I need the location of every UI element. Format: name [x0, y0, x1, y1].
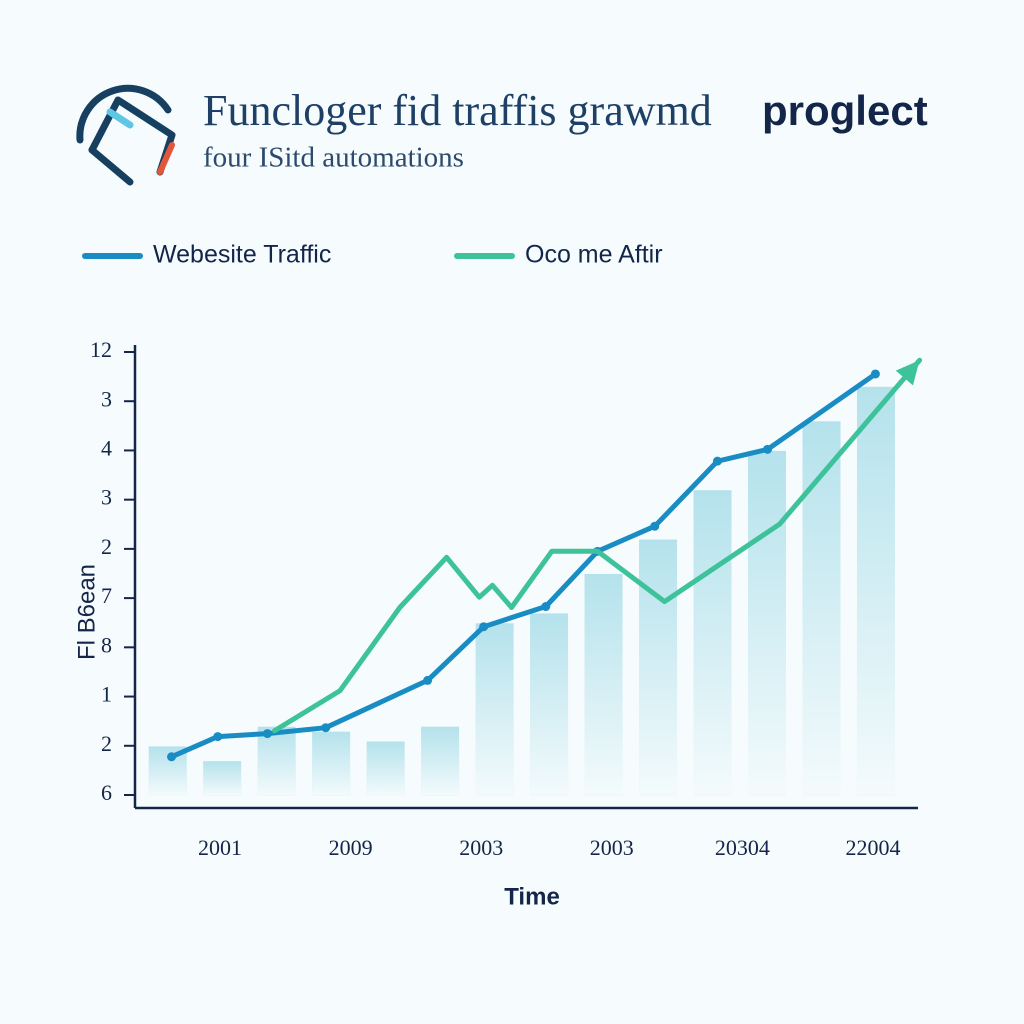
bar-fade — [530, 613, 569, 796]
y-tick-label: 8 — [101, 632, 112, 657]
point — [650, 521, 660, 531]
x-tick-label: 20304 — [715, 835, 770, 860]
chart-title: Funcloger fid traffis grawmd — [203, 86, 712, 135]
logo — [76, 84, 176, 186]
point — [213, 732, 223, 742]
bar-fade — [639, 539, 678, 796]
bar-fade — [312, 731, 351, 796]
bar-fade — [257, 726, 296, 796]
line — [169, 371, 878, 760]
point — [541, 602, 551, 612]
y-tick-label: 6 — [101, 780, 112, 805]
point — [167, 752, 177, 762]
x-tick-label: 2001 — [198, 835, 242, 860]
bar-fade — [475, 623, 514, 796]
arrow-head — [895, 360, 920, 386]
point — [479, 622, 489, 632]
point — [423, 675, 433, 685]
legend-label: Webesite Traffic — [153, 241, 331, 269]
bar-fade — [203, 761, 242, 796]
y-tick-label: 3 — [101, 485, 112, 510]
bar-fade — [856, 386, 895, 796]
y-tick-label: 12 — [90, 337, 112, 362]
y-tick-label: 2 — [101, 534, 112, 559]
chart-title-bold: proglect — [762, 87, 928, 134]
bar-fade — [584, 574, 623, 796]
y-tick-label: 7 — [101, 583, 112, 608]
x-tick-label: 2009 — [329, 835, 373, 860]
bar-fade — [802, 421, 841, 796]
point — [870, 369, 880, 379]
point — [763, 444, 773, 454]
y-axis-label: Fl B6ean — [73, 564, 100, 660]
bar-fade — [421, 726, 460, 796]
y-tick-label: 3 — [101, 386, 112, 411]
y-tick-label: 4 — [101, 435, 112, 460]
y-tick-label: 2 — [101, 731, 112, 756]
x-tick-label: 2003 — [459, 835, 503, 860]
bar-fade — [693, 490, 732, 796]
y-tick-label: 1 — [101, 682, 112, 707]
line — [272, 357, 923, 734]
bar-fade — [748, 450, 786, 796]
x-axis-label: Time — [504, 883, 560, 910]
point — [262, 729, 272, 739]
bar-fade — [366, 741, 405, 796]
x-tick-label: 22004 — [846, 835, 901, 860]
point — [712, 456, 722, 466]
point — [321, 723, 331, 733]
chart-subtitle: four ISitd automations — [203, 142, 464, 174]
legend-label: Oco me Aftir — [525, 241, 663, 269]
x-tick-label: 2003 — [590, 835, 634, 860]
